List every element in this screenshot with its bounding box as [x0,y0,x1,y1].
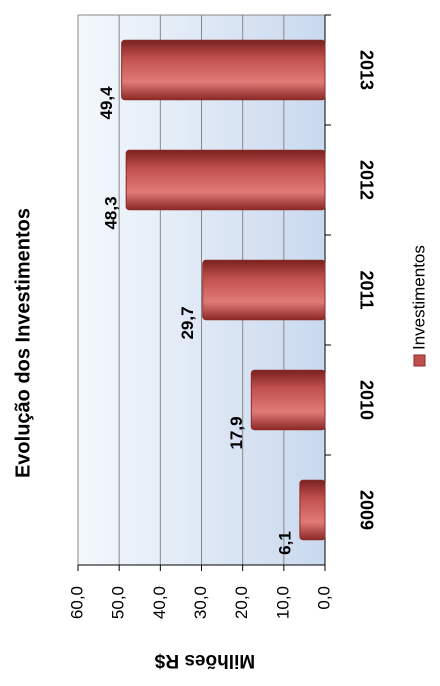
data-label: 29,7 [178,306,197,339]
y-tick-label: 0,0 [314,586,333,610]
chart-title: Evolução dos Investimentos [12,208,34,478]
y-tick-label: 60,0 [67,586,86,619]
y-tick-label: 30,0 [191,586,210,619]
bar [125,149,326,211]
data-label: 49,4 [97,86,116,120]
bar [250,369,326,431]
y-tick-label: 40,0 [150,586,169,619]
bar [121,39,326,101]
data-label: 17,9 [227,416,246,449]
x-tick-label: 2009 [356,490,376,530]
y-axis-title: Milhões R$ [154,650,255,671]
x-tick-label: 2012 [356,160,376,200]
x-tick-label: 2011 [356,270,376,309]
data-label: 6,1 [275,531,294,555]
y-tick-label: 10,0 [273,586,292,619]
rotated-chart: Evolução dos Investimentos Milhões R$ 0,… [12,14,428,671]
legend-label: Investimentos [409,245,428,350]
bar [299,479,326,541]
y-tick-label: 50,0 [109,586,128,619]
x-tick-label: 2013 [356,50,376,90]
legend-marker [413,354,426,367]
data-label: 48,3 [102,196,121,229]
x-tick-label: 2010 [356,380,376,420]
bar [202,259,326,321]
y-tick-label: 20,0 [232,586,251,619]
